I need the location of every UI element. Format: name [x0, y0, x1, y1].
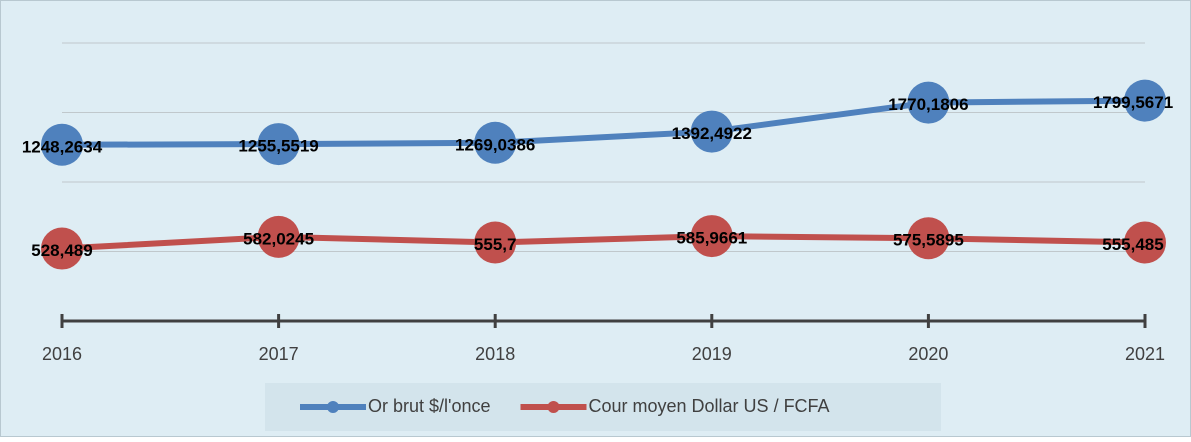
line — [61, 97, 1146, 148]
x-tick-label: 2018 — [475, 344, 515, 364]
legend-marker — [547, 401, 560, 413]
marker — [907, 81, 950, 124]
x-tick-label: 2019 — [692, 344, 732, 364]
marker — [1124, 79, 1166, 122]
data-label: 528,489 — [31, 241, 92, 260]
legend-box — [265, 383, 941, 431]
x-tick-label: 2020 — [908, 344, 948, 364]
marker — [41, 227, 83, 270]
marker — [690, 215, 733, 258]
data-label: 575,5895 — [893, 231, 964, 250]
x-tick-label: 2021 — [1125, 344, 1165, 364]
marker — [41, 123, 83, 166]
data-label: 1255,5519 — [238, 137, 318, 156]
marker — [257, 123, 300, 166]
data-label: 1248,2634 — [22, 137, 103, 156]
marker — [257, 215, 300, 258]
marker — [690, 110, 733, 153]
data-label: 555,7 — [474, 235, 517, 254]
x-tick-label: 2016 — [42, 344, 82, 364]
marker — [907, 217, 950, 260]
legend-marker — [327, 401, 339, 413]
line — [61, 233, 1146, 252]
data-label: 1799,5671 — [1093, 93, 1173, 112]
marker — [474, 221, 517, 264]
data-label: 1392,4922 — [672, 124, 752, 143]
x-tick-label: 2017 — [259, 344, 299, 364]
data-label: 1269,0386 — [455, 135, 535, 154]
marker — [1124, 221, 1166, 264]
legend-label: Cour moyen Dollar US / FCFA — [589, 396, 830, 416]
legend-label: Or brut $/l'once — [368, 396, 491, 416]
data-label: 555,485 — [1102, 235, 1163, 254]
data-label: 582,0245 — [243, 229, 314, 248]
marker — [474, 121, 517, 164]
data-label: 1770,1806 — [888, 95, 968, 114]
data-label: 585,9661 — [676, 229, 747, 248]
